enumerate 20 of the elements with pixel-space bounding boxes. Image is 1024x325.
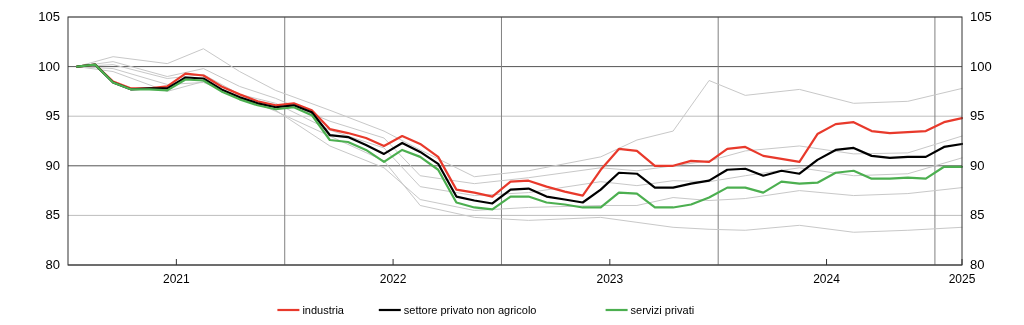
y2-tick-label: 95 <box>970 108 985 124</box>
y-tick-label: 95 <box>45 108 60 124</box>
legend-label: settore privato non agricolo <box>403 304 537 316</box>
y2-tick-label: 100 <box>970 58 992 74</box>
y-tick-label: 90 <box>45 157 60 173</box>
y2-tick-label: 105 <box>970 9 992 24</box>
y-tick-label: 80 <box>45 257 60 272</box>
y2-tick-label: 80 <box>970 257 985 272</box>
y-tick-label: 100 <box>38 58 60 74</box>
legend-label: industria <box>302 304 345 316</box>
y2-tick-label: 85 <box>970 207 985 223</box>
x-tick-label: 2023 <box>596 272 624 286</box>
x-tick-label: 2022 <box>379 272 407 286</box>
x-tick-label: 2025 <box>948 272 976 286</box>
y-tick-label: 105 <box>38 9 60 24</box>
y-tick-label: 85 <box>45 207 60 223</box>
legend-label: servizi privati <box>630 304 695 316</box>
x-tick-label: 2024 <box>813 272 841 286</box>
x-tick-label: 2021 <box>163 272 191 286</box>
y2-tick-label: 90 <box>970 157 985 173</box>
